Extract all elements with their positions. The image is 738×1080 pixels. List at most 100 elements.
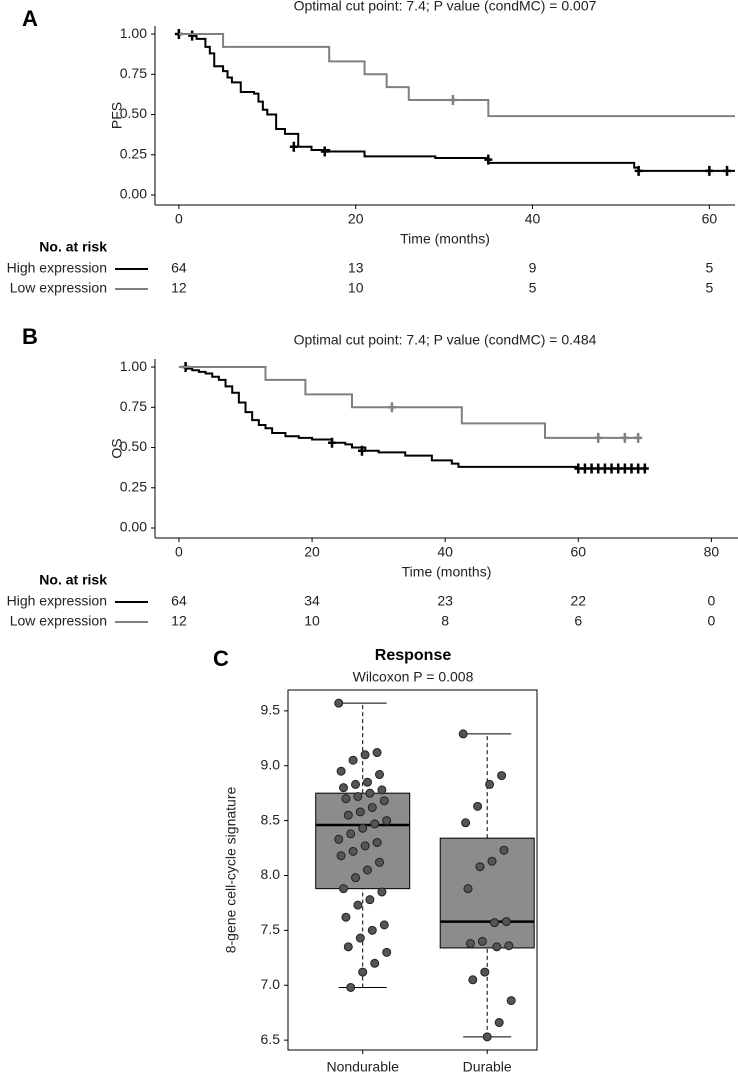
risk-count: 6 bbox=[574, 613, 582, 629]
data-point bbox=[375, 770, 384, 780]
x-tick-label: Nondurable bbox=[327, 1059, 400, 1075]
risk-count: 10 bbox=[348, 280, 364, 296]
risk-count: 22 bbox=[570, 593, 586, 609]
legend-label: Low expression bbox=[10, 280, 107, 296]
censor-mark bbox=[387, 402, 396, 413]
data-point bbox=[477, 936, 487, 946]
survival-curve bbox=[178, 33, 735, 118]
x-tick-label: 40 bbox=[525, 211, 541, 227]
data-point bbox=[465, 939, 475, 949]
data-point bbox=[334, 834, 344, 844]
legend-label: High expression bbox=[7, 593, 107, 609]
survival-curve bbox=[178, 366, 649, 470]
data-point bbox=[382, 816, 392, 826]
censor-mark bbox=[640, 463, 649, 474]
y-tick-label: 0.25 bbox=[120, 145, 147, 161]
data-point bbox=[346, 829, 356, 839]
x-axis-title: Time (months) bbox=[402, 564, 492, 580]
data-point bbox=[372, 838, 382, 848]
y-tick-label: 1.00 bbox=[120, 25, 147, 41]
subtitle: Optimal cut point: 7.4; P value (condMC)… bbox=[294, 332, 597, 348]
x-tick-label: 60 bbox=[570, 544, 586, 560]
data-point bbox=[360, 750, 370, 760]
y-axis-title: OS bbox=[109, 438, 125, 458]
x-tick-label: 80 bbox=[704, 544, 720, 560]
data-point bbox=[461, 818, 471, 828]
data-point bbox=[339, 783, 348, 793]
data-point bbox=[336, 766, 346, 776]
data-point bbox=[367, 802, 377, 812]
data-point bbox=[458, 729, 468, 739]
data-point bbox=[348, 755, 358, 765]
data-point bbox=[365, 895, 375, 905]
data-point bbox=[379, 920, 389, 930]
y-tick-label: 0.75 bbox=[120, 398, 147, 414]
data-point bbox=[343, 810, 353, 820]
x-tick-label: 60 bbox=[702, 211, 718, 227]
data-point bbox=[351, 779, 360, 789]
data-point bbox=[463, 884, 473, 894]
y-tick-label: 7.5 bbox=[261, 921, 281, 937]
data-point bbox=[370, 819, 380, 829]
y-tick-label: 9.0 bbox=[261, 756, 281, 772]
risk-count: 0 bbox=[707, 613, 715, 629]
censor-mark bbox=[448, 95, 457, 106]
data-point bbox=[346, 982, 356, 992]
data-point bbox=[377, 785, 387, 795]
risk-count: 12 bbox=[171, 613, 187, 629]
data-point bbox=[501, 917, 511, 927]
y-tick-label: 0.50 bbox=[120, 105, 147, 121]
censor-mark bbox=[320, 146, 329, 157]
data-point bbox=[334, 698, 344, 708]
data-point bbox=[351, 873, 360, 883]
panel-label: C bbox=[213, 646, 229, 671]
risk-title: No. at risk bbox=[39, 572, 107, 588]
censor-mark bbox=[620, 432, 629, 443]
y-tick-label: 0.00 bbox=[120, 186, 147, 202]
risk-count: 13 bbox=[348, 260, 364, 276]
censor-mark bbox=[634, 432, 643, 443]
x-axis-title: Time (months) bbox=[400, 231, 490, 247]
risk-count: 34 bbox=[304, 593, 320, 609]
x-tick-label: 20 bbox=[348, 211, 364, 227]
data-point bbox=[360, 841, 370, 851]
survival-curve bbox=[178, 33, 735, 172]
data-point bbox=[370, 958, 380, 968]
y-tick-label: 8.5 bbox=[261, 811, 281, 827]
y-tick-label: 9.5 bbox=[261, 702, 281, 718]
data-point bbox=[497, 771, 507, 781]
y-tick-label: 7.0 bbox=[261, 976, 281, 992]
risk-count: 23 bbox=[437, 593, 453, 609]
censor-mark bbox=[188, 30, 197, 41]
risk-count: 5 bbox=[705, 260, 713, 276]
panel-label: B bbox=[22, 324, 38, 349]
risk-count: 8 bbox=[441, 613, 449, 629]
censor-mark bbox=[594, 432, 603, 443]
risk-count: 64 bbox=[171, 260, 187, 276]
data-point bbox=[341, 912, 351, 922]
censor-mark bbox=[328, 437, 337, 448]
box bbox=[439, 837, 535, 949]
data-point bbox=[353, 791, 363, 801]
subtitle: Optimal cut point: 7.4; P value (condMC)… bbox=[294, 0, 597, 14]
data-point bbox=[363, 777, 372, 787]
y-tick-label: 0.00 bbox=[120, 519, 147, 535]
data-point bbox=[473, 801, 483, 811]
y-tick-label: 8.0 bbox=[261, 866, 281, 882]
chart-title: Response bbox=[375, 647, 452, 664]
data-point bbox=[341, 794, 351, 804]
data-point bbox=[372, 748, 382, 758]
data-point bbox=[355, 807, 365, 817]
risk-count: 12 bbox=[171, 280, 187, 296]
risk-count: 5 bbox=[529, 280, 537, 296]
x-tick-label: 0 bbox=[175, 544, 183, 560]
data-point bbox=[375, 857, 384, 867]
box bbox=[315, 792, 411, 890]
data-point bbox=[468, 975, 478, 985]
panel-label: A bbox=[22, 6, 38, 31]
data-point bbox=[487, 856, 497, 866]
data-point bbox=[506, 996, 516, 1006]
data-point bbox=[499, 845, 509, 855]
y-axis-title: 8-gene cell-cycle signature bbox=[223, 787, 239, 954]
